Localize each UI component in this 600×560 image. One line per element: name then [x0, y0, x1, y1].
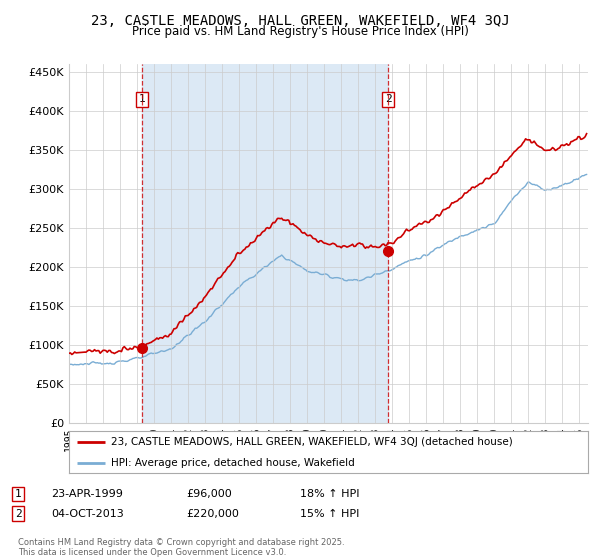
- Text: Price paid vs. HM Land Registry's House Price Index (HPI): Price paid vs. HM Land Registry's House …: [131, 25, 469, 38]
- Text: 04-OCT-2013: 04-OCT-2013: [51, 508, 124, 519]
- Text: HPI: Average price, detached house, Wakefield: HPI: Average price, detached house, Wake…: [110, 458, 354, 468]
- Text: £96,000: £96,000: [186, 489, 232, 499]
- Text: 1: 1: [139, 95, 146, 105]
- Text: 2: 2: [385, 95, 391, 105]
- Text: £220,000: £220,000: [186, 508, 239, 519]
- Text: 23, CASTLE MEADOWS, HALL GREEN, WAKEFIELD, WF4 3QJ (detached house): 23, CASTLE MEADOWS, HALL GREEN, WAKEFIEL…: [110, 437, 512, 447]
- Text: 23-APR-1999: 23-APR-1999: [51, 489, 123, 499]
- Text: 2: 2: [14, 508, 22, 519]
- Text: 18% ↑ HPI: 18% ↑ HPI: [300, 489, 359, 499]
- Text: 15% ↑ HPI: 15% ↑ HPI: [300, 508, 359, 519]
- Text: Contains HM Land Registry data © Crown copyright and database right 2025.
This d: Contains HM Land Registry data © Crown c…: [18, 538, 344, 557]
- Text: 1: 1: [14, 489, 22, 499]
- Bar: [142, 64, 388, 423]
- Text: 23, CASTLE MEADOWS, HALL GREEN, WAKEFIELD, WF4 3QJ: 23, CASTLE MEADOWS, HALL GREEN, WAKEFIEL…: [91, 14, 509, 28]
